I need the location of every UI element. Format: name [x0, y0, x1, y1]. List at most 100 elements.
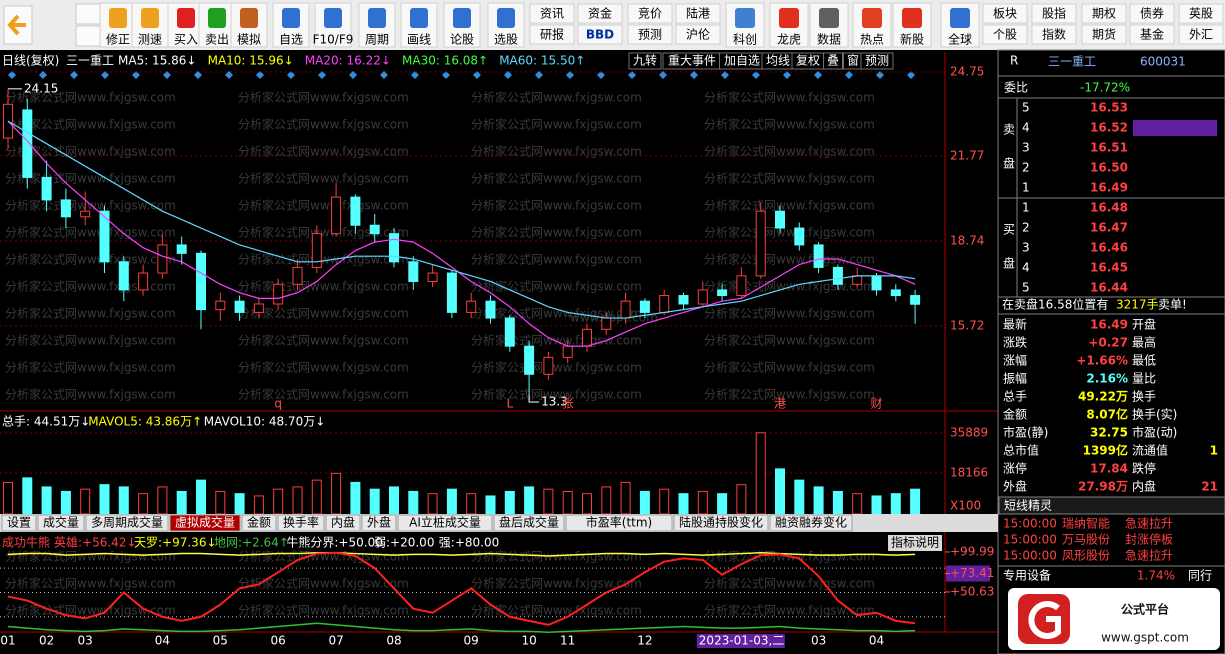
level: 4 [1022, 121, 1030, 135]
sprite-stock: 万马股份 [1062, 533, 1110, 547]
candle-body [852, 275, 863, 285]
toolbar-button[interactable] [675, 24, 721, 45]
volume-bar [118, 486, 129, 515]
volume-bar [350, 481, 361, 515]
watermark: 分析家公式网www.fxjgsw.com [471, 279, 642, 294]
candle-body [138, 272, 149, 291]
y-tick-label: +50.63 [950, 584, 994, 598]
volume-bar [176, 490, 187, 515]
volume-bar [446, 488, 457, 515]
watermark: 分析家公式网www.fxjgsw.com [5, 117, 176, 132]
volume-bar [311, 479, 322, 515]
indicator-button[interactable] [888, 535, 942, 551]
button-label: 竞价 [638, 7, 662, 21]
tab[interactable] [769, 514, 853, 532]
industry-name: 专用设备 [1003, 568, 1051, 583]
y-tick-label: 15.72 [950, 318, 984, 332]
button-icon [779, 8, 799, 28]
level: 1 [1022, 201, 1030, 215]
button-label: 债券 [1140, 6, 1164, 21]
toolbar-button[interactable] [627, 24, 673, 45]
candle-body [659, 295, 670, 313]
watermark: 分析家公式网www.fxjgsw.com [471, 90, 642, 105]
quote-value: 1 [1210, 444, 1218, 458]
event-diamond [907, 71, 915, 79]
toolbar-button[interactable] [1031, 24, 1077, 45]
volume-bar [697, 490, 708, 515]
candle-body [504, 317, 515, 347]
button-label: 修正 [106, 32, 130, 47]
toolbar-button[interactable] [982, 3, 1028, 24]
industry-change: 1.74% [1137, 569, 1175, 583]
quote-label: 量比 [1132, 372, 1156, 386]
tab[interactable] [361, 514, 397, 532]
side-label: 卖 [1003, 123, 1015, 137]
button-label: 期货 [1092, 27, 1116, 42]
button-label: 指数 [1042, 27, 1066, 42]
quote-label: 换手 [1132, 390, 1156, 404]
tab[interactable] [673, 514, 769, 532]
tab[interactable] [397, 514, 493, 532]
down-button[interactable] [75, 25, 103, 47]
event-diamond [318, 71, 326, 79]
toolbar-button[interactable] [675, 3, 721, 24]
toolbar-button[interactable] [1081, 24, 1127, 45]
watermark: 分析家公式网www.fxjgsw.com [238, 603, 409, 618]
toolbar-button[interactable] [1178, 24, 1224, 45]
candle-body [678, 295, 689, 305]
volume-bar [794, 479, 805, 515]
button-icon [410, 8, 428, 28]
tab[interactable] [325, 514, 361, 532]
watermark: 分析家公式网www.fxjgsw.com [471, 225, 642, 240]
quote-value: +0.27 [1088, 336, 1128, 350]
tab[interactable] [565, 514, 673, 532]
side-label: 盘 [1003, 156, 1015, 171]
watermark: 分析家公式网www.fxjgsw.com [238, 252, 409, 267]
toolbar-button[interactable] [1178, 3, 1224, 24]
tab[interactable] [241, 514, 277, 532]
tool-button[interactable] [860, 52, 894, 70]
sprite-title: 短线精灵 [1004, 499, 1052, 513]
tab[interactable] [85, 514, 169, 532]
volume-bar [620, 481, 631, 515]
candle-body [311, 233, 322, 268]
candle-body [794, 227, 805, 246]
toolbar-button[interactable] [1081, 3, 1127, 24]
toolbar-button[interactable] [1129, 24, 1175, 45]
toolbar-button[interactable] [627, 3, 673, 24]
toolbar-button[interactable] [529, 24, 575, 45]
watermark: 分析家公式网www.fxjgsw.com [5, 387, 176, 402]
toolbar-button[interactable] [529, 3, 575, 24]
watermark: 分析家公式网www.fxjgsw.com [5, 603, 176, 618]
toolbar-button[interactable] [982, 24, 1028, 45]
tool-button[interactable] [628, 52, 662, 70]
quote-value: 1399亿 [1083, 443, 1128, 458]
quote-value: 32.75 [1090, 426, 1128, 440]
watermark: 分析家公式网www.fxjgsw.com [238, 279, 409, 294]
up-button[interactable] [75, 3, 103, 25]
toolbar-button[interactable] [1031, 3, 1077, 24]
volume-bar [22, 477, 33, 515]
tab[interactable] [1, 514, 37, 532]
button-label: 龙虎 [777, 33, 801, 47]
y-tick-label: 18.74 [950, 233, 984, 247]
tool-button[interactable] [823, 52, 843, 70]
tool-label: 均线 [766, 54, 790, 68]
tab[interactable] [169, 514, 241, 532]
tab[interactable] [493, 514, 565, 532]
toolbar-button[interactable] [577, 24, 623, 45]
toolbar-button[interactable] [1129, 3, 1175, 24]
volume-bar [639, 490, 650, 515]
tab-label: 融资融券变化 [775, 515, 847, 530]
volume-bar [80, 488, 91, 515]
tab[interactable] [277, 514, 325, 532]
logo-url: www.gspt.com [1101, 631, 1189, 645]
tab[interactable] [37, 514, 85, 532]
event-diamond [814, 71, 822, 79]
volume-bar [910, 488, 921, 515]
volume-bar [369, 488, 380, 515]
watermark: 分析家公式网www.fxjgsw.com [238, 117, 409, 132]
volume-bar [138, 493, 149, 515]
toolbar-button[interactable] [577, 3, 623, 24]
button-label: 模拟 [237, 33, 261, 47]
